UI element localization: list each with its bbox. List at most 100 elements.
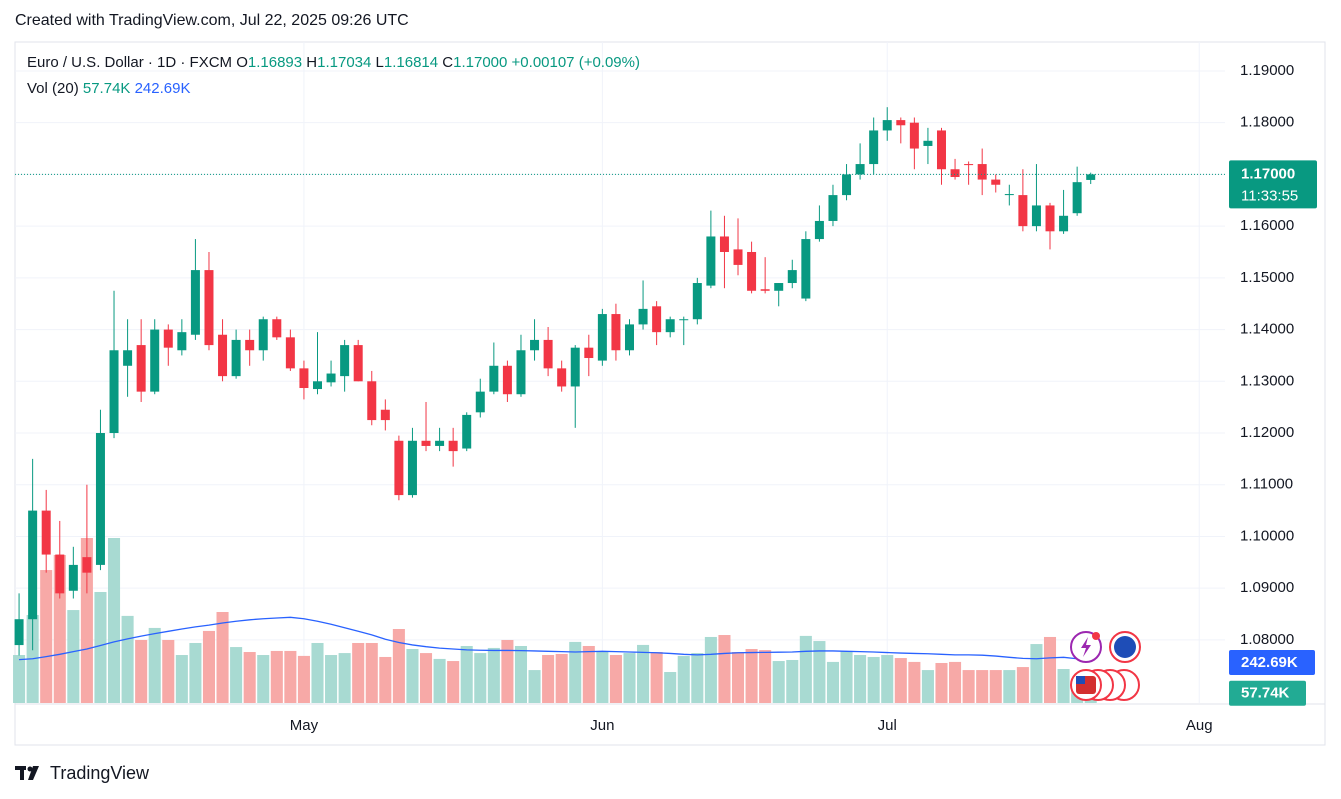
volume-bar: [1003, 670, 1016, 703]
footer-brand: TradingView: [50, 763, 150, 783]
ohlc-label: C: [442, 54, 454, 71]
volume-bar: [338, 653, 351, 703]
volume-bar: [718, 635, 731, 703]
volume-bar: [691, 653, 704, 703]
volume-bar: [40, 570, 53, 703]
volume-bar: [406, 649, 419, 703]
candle-body: [299, 368, 309, 389]
y-tick-label: 1.09000: [1240, 579, 1294, 596]
y-tick-label: 1.13000: [1240, 372, 1294, 389]
candle-body: [679, 319, 689, 321]
candle-body: [923, 140, 933, 146]
candle-body: [896, 120, 906, 126]
volume-bar: [202, 630, 216, 703]
volume-bar: [786, 659, 799, 703]
candle-body: [530, 339, 540, 351]
volume-bar: [854, 655, 867, 703]
candle-body: [177, 332, 187, 351]
candle-body: [502, 365, 512, 395]
volume-bar: [596, 652, 609, 703]
volume-bar: [772, 661, 785, 703]
volume-bar: [80, 538, 93, 703]
candle-body: [163, 329, 173, 348]
ohlc-value: 1.17034: [317, 54, 372, 71]
candle-body: [421, 440, 431, 446]
candle-body: [787, 270, 797, 284]
chart-frame: [14, 41, 1326, 746]
volume-ma-label-box: [1229, 650, 1315, 676]
candle-body: [245, 339, 255, 351]
volume-bar: [230, 647, 243, 703]
candle-body: [28, 510, 38, 620]
candle-body: [448, 440, 458, 452]
volume-bar: [270, 650, 283, 703]
candle-body: [1072, 182, 1082, 214]
candle-body: [719, 236, 729, 252]
volume-bar: [121, 615, 134, 703]
legend-line-2: Vol (20) 57.74K 242.69K: [27, 80, 190, 97]
volume-bar: [1030, 644, 1043, 703]
ohlc-label: O: [236, 54, 248, 71]
candle-body: [285, 337, 295, 369]
volume-bar: [392, 628, 405, 703]
x-tick-label: Jul: [878, 717, 897, 734]
volume-bar: [826, 661, 840, 703]
volume-bar: [799, 635, 812, 703]
candle-body: [909, 122, 919, 149]
candle-body: [55, 554, 65, 594]
candle-body: [380, 409, 390, 421]
volume-bar: [148, 627, 161, 703]
candle-body: [123, 350, 133, 366]
candle-body: [760, 289, 770, 291]
candle-body: [936, 130, 946, 170]
y-tick-label: 1.16000: [1240, 217, 1294, 234]
x-tick-label: May: [290, 717, 319, 734]
volume-bar: [297, 655, 310, 703]
candle-body: [407, 440, 417, 496]
candle-body: [611, 314, 621, 351]
volume-name: Vol (20): [27, 80, 79, 97]
candle-body: [340, 345, 350, 377]
candle-body: [801, 239, 811, 299]
volume-bar: [989, 670, 1002, 703]
volume-bar: [637, 644, 650, 703]
volume-bar: [677, 655, 690, 703]
volume-bar: [542, 655, 555, 703]
volume-bar: [243, 652, 256, 703]
volume-bar: [569, 641, 582, 703]
x-tick-label: Aug: [1186, 717, 1213, 734]
volume-bar: [162, 639, 175, 703]
volume-bar: [881, 655, 894, 703]
candle-body: [1045, 205, 1055, 232]
volume-bar: [867, 656, 880, 703]
candle-body: [109, 350, 119, 434]
volume-bar: [664, 672, 677, 703]
candle-body: [218, 334, 228, 377]
candle-body: [475, 391, 485, 413]
candle-body: [394, 440, 404, 496]
legend-line-1: Euro / U.S. Dollar · 1D · FXCM O1.16893 …: [27, 54, 640, 71]
candle-body: [828, 195, 838, 221]
volume-bar: [759, 650, 772, 703]
volume-bar: [311, 642, 324, 703]
volume-bar: [704, 636, 717, 703]
volume-bar: [745, 649, 758, 703]
volume-bar: [894, 658, 907, 703]
volume-bar: [216, 612, 229, 703]
volume-bar: [189, 642, 202, 703]
volume-bar: [582, 645, 595, 703]
candle-body: [855, 164, 865, 175]
price-label-box: [1229, 160, 1317, 209]
volume-bar: [13, 655, 26, 703]
candle-body: [435, 440, 445, 446]
candle-body: [733, 249, 743, 265]
volume-label-box: [1229, 680, 1306, 706]
candle-body: [489, 365, 499, 392]
ohlc-value: 1.16814: [383, 54, 439, 71]
volume-bar: [94, 591, 107, 703]
candle-body: [842, 174, 852, 196]
volume-bar: [528, 670, 541, 703]
price-label: 1.17000: [1241, 165, 1295, 182]
volume-bar: [840, 650, 853, 703]
